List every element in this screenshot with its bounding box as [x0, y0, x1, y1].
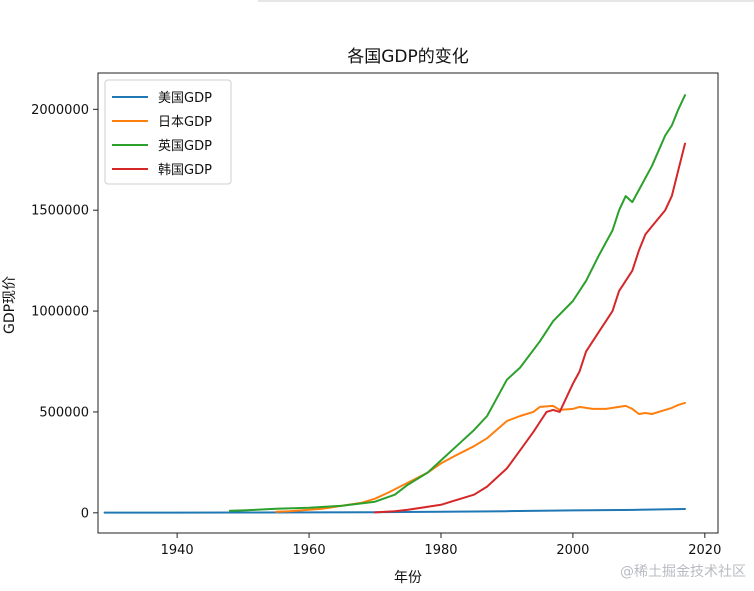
top-divider — [258, 0, 754, 2]
y-tick-label: 2000000 — [31, 103, 89, 118]
legend: 美国GDP 日本GDP 英国GDP 韩国GDP — [104, 79, 232, 185]
x-axis-label: 年份 — [394, 570, 422, 586]
plot-area — [97, 72, 719, 534]
legend-label: 美国GDP — [158, 91, 212, 106]
y-tick-label: 1000000 — [31, 305, 89, 320]
legend-label: 日本GDP — [158, 115, 212, 130]
series-line-0 — [103, 508, 686, 514]
y-tick-label: 0 — [81, 506, 89, 521]
y-axis-label: GDP现价 — [2, 276, 18, 334]
x-tick-label: 1940 — [161, 543, 194, 558]
y-tick-label: 500000 — [39, 405, 89, 420]
y-axis: 0 500000 1000000 1500000 2000000 — [31, 103, 98, 521]
watermark: @稀土掘金技术社区 — [620, 564, 746, 580]
legend-box — [104, 79, 232, 185]
series-line-2 — [228, 94, 686, 512]
x-tick-label: 1980 — [424, 543, 457, 558]
x-tick-label: 1960 — [293, 543, 326, 558]
chart-title: 各国GDP的变化 — [347, 47, 469, 67]
x-tick-label: 2000 — [556, 543, 589, 558]
series-line-1 — [275, 401, 686, 513]
x-tick-label: 2020 — [688, 543, 721, 558]
legend-label: 韩国GDP — [158, 163, 212, 178]
x-axis: 1940 1960 1980 2000 2020 — [161, 533, 721, 558]
series-line-3 — [374, 142, 686, 514]
series-lines — [103, 94, 686, 514]
y-tick-label: 1500000 — [31, 204, 89, 219]
legend-label: 英国GDP — [158, 139, 212, 154]
